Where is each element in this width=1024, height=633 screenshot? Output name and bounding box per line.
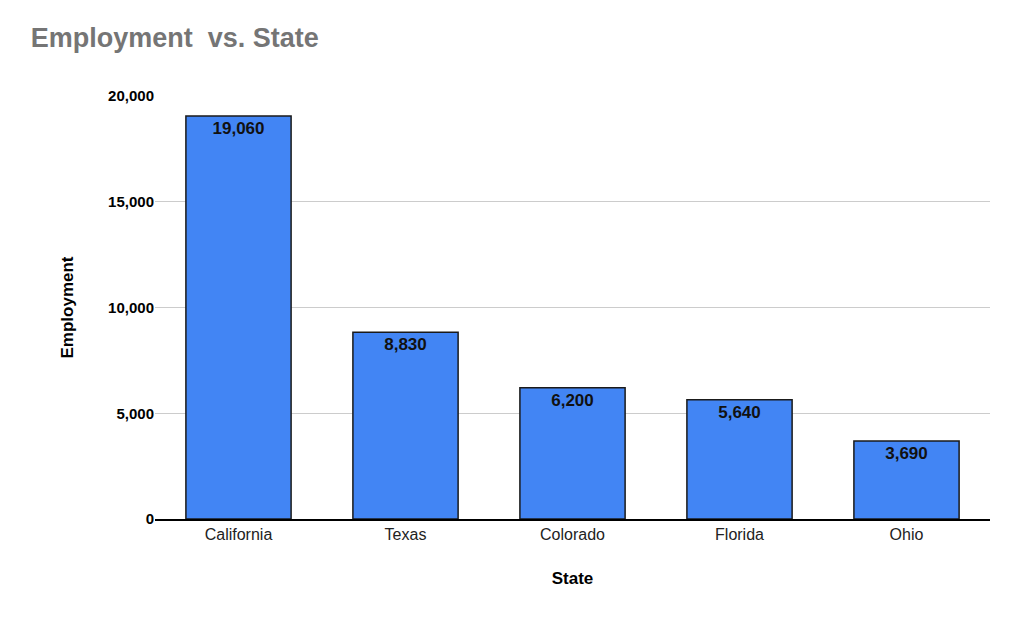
svg-text:8,830: 8,830 <box>384 335 427 354</box>
svg-text:Ohio: Ohio <box>890 526 924 543</box>
svg-text:0: 0 <box>146 510 154 527</box>
svg-text:15,000: 15,000 <box>108 193 154 210</box>
svg-text:Colorado: Colorado <box>540 526 605 543</box>
svg-text:Texas: Texas <box>385 526 427 543</box>
svg-text:19,060: 19,060 <box>213 119 265 138</box>
svg-text:5,000: 5,000 <box>116 405 154 422</box>
svg-text:California: California <box>205 526 273 543</box>
svg-text:6,200: 6,200 <box>551 391 594 410</box>
svg-text:Employment vs. State: Employment vs. State <box>31 23 319 53</box>
svg-text:State: State <box>552 569 594 588</box>
svg-text:5,640: 5,640 <box>718 403 761 422</box>
svg-text:3,690: 3,690 <box>885 444 928 463</box>
svg-text:Florida: Florida <box>715 526 764 543</box>
svg-text:10,000: 10,000 <box>108 299 154 316</box>
svg-text:Employment: Employment <box>58 256 77 358</box>
svg-text:20,000: 20,000 <box>108 87 154 104</box>
